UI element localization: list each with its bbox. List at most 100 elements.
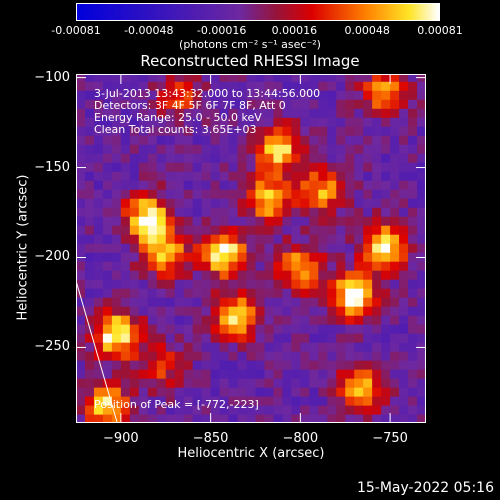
heatmap-cell — [273, 198, 284, 208]
heatmap-cell — [111, 135, 122, 145]
heatmap-cell — [156, 225, 167, 235]
heatmap-cell — [120, 126, 131, 136]
heatmap-cell — [255, 162, 266, 172]
heatmap-cell — [345, 162, 355, 172]
heatmap-cell — [120, 378, 131, 388]
heatmap-cell — [399, 74, 409, 82]
heatmap-cell — [228, 288, 239, 298]
heatmap-cell — [183, 90, 194, 100]
heatmap-cell — [210, 74, 221, 82]
heatmap-cell — [246, 162, 257, 172]
heatmap-cell — [102, 333, 113, 343]
heatmap-cell — [399, 144, 409, 154]
heatmap-cell — [327, 333, 337, 343]
heatmap-cell — [291, 153, 301, 163]
heatmap-cell — [309, 117, 319, 127]
heatmap-cell — [417, 189, 426, 199]
heatmap-cell — [84, 279, 95, 289]
heatmap-cell — [219, 207, 230, 217]
heatmap-cell — [93, 207, 104, 217]
heatmap-cell — [183, 288, 194, 298]
heatmap-cell — [255, 90, 266, 100]
heatmap-cell — [174, 225, 185, 235]
heatmap-cell — [129, 261, 140, 271]
heatmap-cell — [390, 207, 400, 217]
heatmap-cell — [246, 81, 257, 91]
heatmap-cell — [363, 297, 373, 307]
heatmap-cell — [147, 414, 158, 423]
heatmap-cell — [255, 207, 266, 217]
heatmap-cell — [219, 180, 230, 190]
heatmap-cell — [318, 261, 328, 271]
heatmap-cell — [228, 207, 239, 217]
heatmap-cell — [228, 126, 239, 136]
heatmap-cell — [183, 74, 194, 82]
heatmap-cell — [354, 198, 364, 208]
heatmap-cell — [381, 414, 391, 423]
heatmap-cell — [129, 153, 140, 163]
heatmap-cell — [417, 252, 426, 262]
heatmap-cell — [408, 387, 418, 397]
heatmap-cell — [408, 216, 418, 226]
heatmap-cell — [291, 171, 301, 181]
heatmap-cell — [417, 270, 426, 280]
heatmap-cell — [237, 189, 248, 199]
heatmap-cell — [76, 135, 86, 145]
heatmap-cell — [282, 180, 292, 190]
heatmap-cell — [291, 198, 301, 208]
heatmap-cell — [255, 297, 266, 307]
heatmap-cell — [354, 180, 364, 190]
heatmap-cell — [345, 74, 355, 82]
heatmap-cell — [147, 252, 158, 262]
heatmap-cell — [345, 252, 355, 262]
heatmap-cell — [282, 315, 292, 325]
heatmap-cell — [408, 315, 418, 325]
heatmap-cell — [309, 81, 319, 91]
heatmap-cell — [183, 306, 194, 316]
heatmap-cell — [264, 369, 275, 379]
heatmap-cell — [417, 198, 426, 208]
heatmap-cell — [309, 126, 319, 136]
heatmap-cell — [210, 270, 221, 280]
heatmap-cell — [138, 108, 149, 118]
heatmap-cell — [237, 396, 248, 406]
heatmap-cell — [120, 288, 131, 298]
heatmap-cell — [255, 126, 266, 136]
heatmap-cell — [246, 234, 257, 244]
heatmap-cell — [273, 189, 284, 199]
heatmap-cell — [417, 81, 426, 91]
heatmap-cell — [390, 369, 400, 379]
heatmap-cell — [282, 162, 292, 172]
heatmap-cell — [84, 117, 95, 127]
heatmap-cell — [102, 270, 113, 280]
heatmap-cell — [300, 252, 310, 262]
heatmap-cell — [372, 108, 382, 118]
heatmap-cell — [318, 360, 328, 370]
heatmap-cell — [246, 90, 257, 100]
heatmap-cell — [84, 333, 95, 343]
heatmap-cell — [192, 414, 203, 423]
heatmap-cell — [282, 171, 292, 181]
heatmap-cell — [363, 414, 373, 423]
heatmap-cell — [417, 108, 426, 118]
heatmap-cell — [291, 108, 301, 118]
heatmap-cell — [138, 342, 149, 352]
heatmap-cell — [192, 288, 203, 298]
heatmap-cell — [84, 81, 95, 91]
heatmap-cell — [336, 243, 346, 253]
heatmap-cell — [255, 189, 266, 199]
heatmap-cell — [408, 153, 418, 163]
heatmap-cell — [417, 324, 426, 334]
heatmap-cell — [354, 324, 364, 334]
heatmap-cell — [102, 207, 113, 217]
heatmap-cell — [408, 405, 418, 415]
heatmap-cell — [399, 351, 409, 361]
heatmap-cell — [354, 306, 364, 316]
heatmap-cell — [381, 171, 391, 181]
heatmap-cell — [291, 405, 301, 415]
heatmap-cell — [174, 297, 185, 307]
heatmap-cell — [381, 378, 391, 388]
heatmap-cell — [264, 108, 275, 118]
heatmap-cell — [129, 74, 140, 82]
heatmap-cell — [129, 369, 140, 379]
